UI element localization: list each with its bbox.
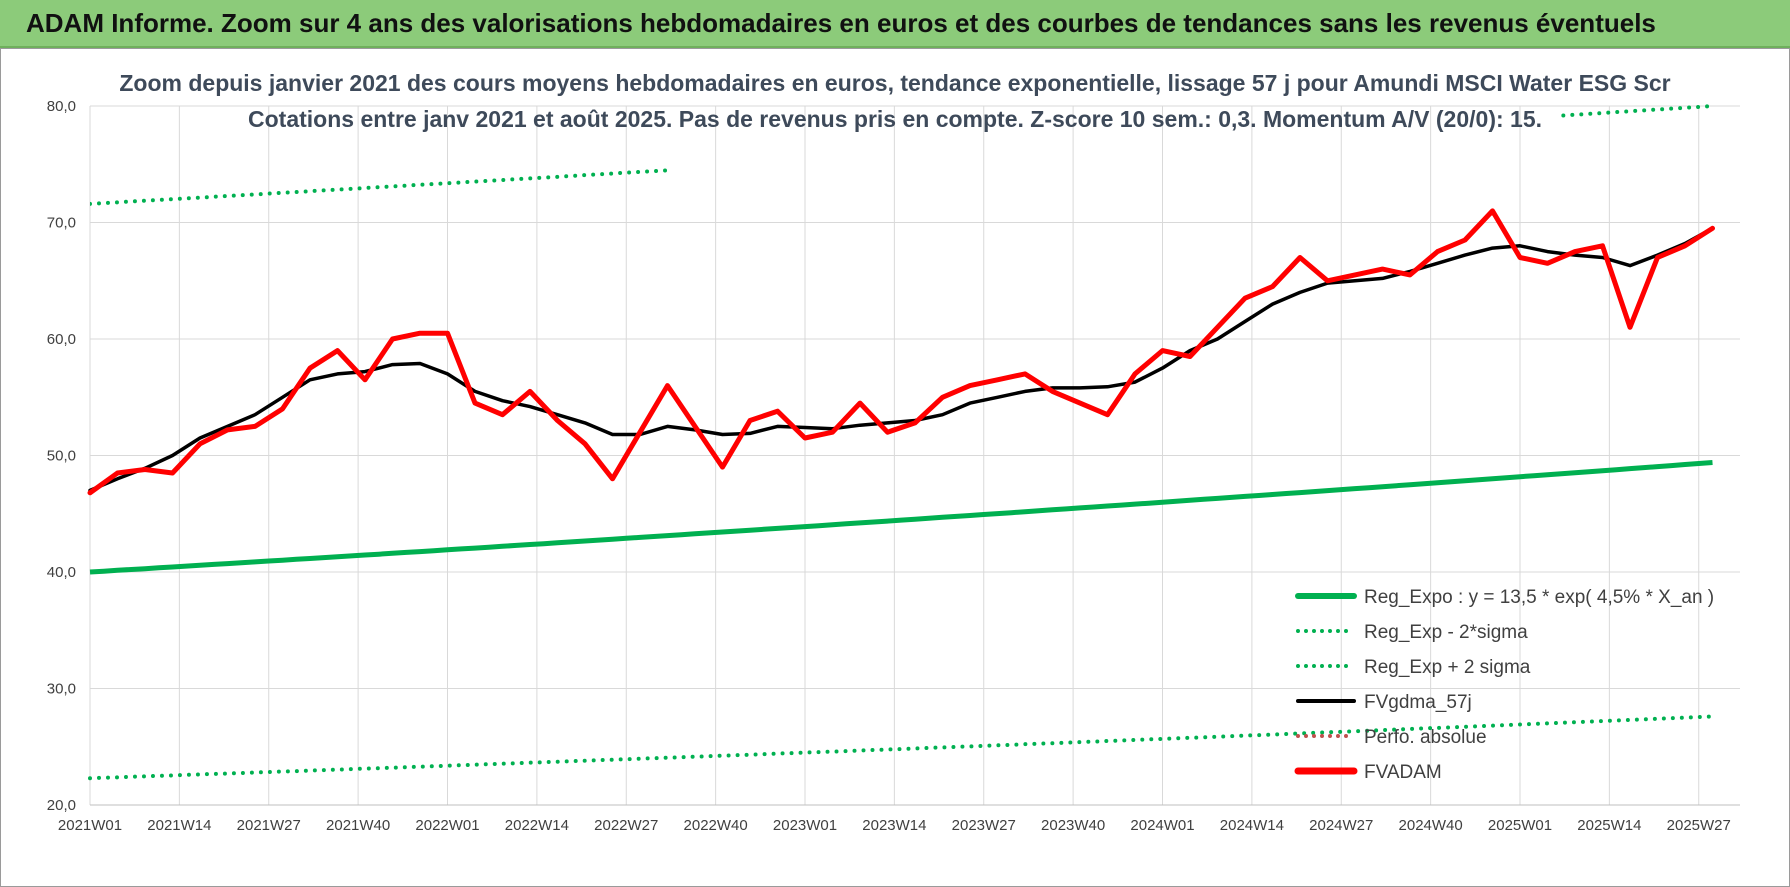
x-tick-label: 2022W27: [594, 817, 658, 834]
legend-label: Reg_Expo : y = 13,5 * exp( 4,5% * X_an ): [1364, 587, 1714, 608]
y-tick-label: 30,0: [47, 681, 76, 698]
y-tick-label: 70,0: [47, 215, 76, 232]
smooth-series: [88, 226, 1715, 493]
y-tick-label: 80,0: [47, 98, 76, 115]
x-tick-label: 2024W14: [1220, 817, 1284, 834]
legend-label: FVADAM: [1364, 762, 1442, 783]
x-tick-label: 2023W01: [773, 817, 837, 834]
x-tick-label: 2023W27: [952, 817, 1016, 834]
x-tick-label: 2021W14: [147, 817, 211, 834]
x-tick-label: 2021W40: [326, 817, 390, 834]
legend-label: FVgdma_57j: [1364, 692, 1472, 713]
price-series: [87, 208, 1715, 496]
report-banner: ADAM Informe. Zoom sur 4 ans des valoris…: [0, 0, 1790, 48]
x-tick-label: 2025W27: [1667, 817, 1731, 834]
y-tick-label: 50,0: [47, 448, 76, 465]
chart-subtitle: Cotations entre janv 2021 et août 2025. …: [248, 106, 1542, 132]
trend-series: [89, 460, 1713, 575]
lower-band-series: [88, 714, 1715, 781]
x-tick-label: 2024W27: [1309, 817, 1373, 834]
x-tick-label: 2021W01: [58, 817, 122, 834]
x-tick-label: 2023W14: [862, 817, 926, 834]
x-tick-label: 2021W27: [237, 817, 301, 834]
y-tick-label: 40,0: [47, 564, 76, 581]
legend-label: Perfo. absolue: [1364, 727, 1487, 748]
x-tick-label: 2022W14: [505, 817, 569, 834]
y-tick-label: 20,0: [47, 797, 76, 814]
x-tick-label: 2024W40: [1399, 817, 1463, 834]
legend-label: Reg_Exp + 2 sigma: [1364, 657, 1531, 678]
x-tick-label: 2025W01: [1488, 817, 1552, 834]
x-tick-label: 2023W40: [1041, 817, 1105, 834]
legend-label: Reg_Exp - 2*sigma: [1364, 622, 1528, 643]
x-tick-label: 2025W14: [1577, 817, 1641, 834]
chart-title: Zoom depuis janvier 2021 des cours moyen…: [119, 70, 1671, 96]
x-tick-label: 2022W01: [415, 817, 479, 834]
upper-band-series: [90, 104, 1715, 206]
x-tick-label: 2024W01: [1130, 817, 1194, 834]
report-banner-title: ADAM Informe. Zoom sur 4 ans des valoris…: [26, 8, 1656, 38]
y-tick-label: 60,0: [47, 331, 76, 348]
x-tick-label: 2022W40: [684, 817, 748, 834]
